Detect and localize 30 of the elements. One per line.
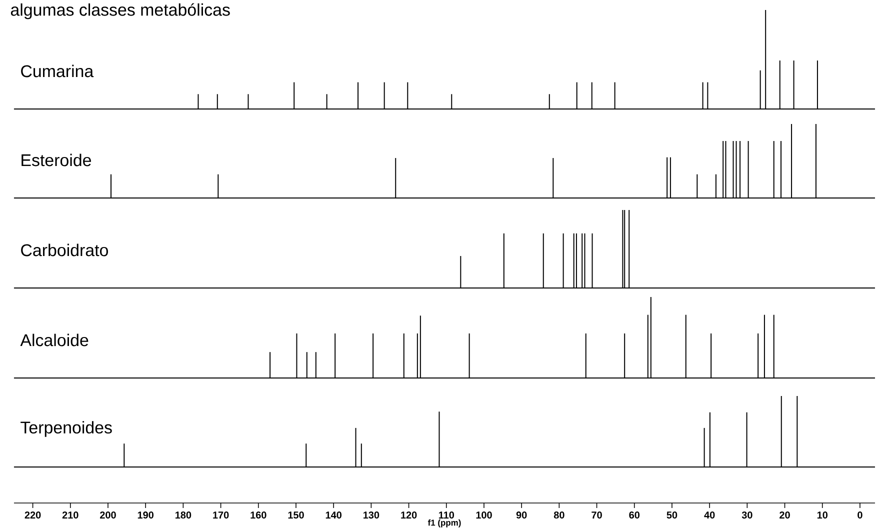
x-tick-label: 30 <box>742 512 752 519</box>
x-tick-label: 80 <box>554 512 564 519</box>
x-tick-label: 160 <box>250 512 266 519</box>
x-tick-label: 150 <box>288 512 304 519</box>
x-tick-label: 110 <box>438 512 454 519</box>
x-tick-label: 140 <box>326 512 342 519</box>
x-tick-label: 20 <box>780 512 790 519</box>
chart-title: algumas classes metabólicas <box>10 3 230 20</box>
x-tick-label: 210 <box>62 512 78 519</box>
x-tick-label: 70 <box>592 512 602 519</box>
x-tick-label: 200 <box>100 512 116 519</box>
x-tick-label: 90 <box>516 512 527 519</box>
x-tick-label: 220 <box>24 512 41 519</box>
series-label: Esteroide <box>22 154 92 166</box>
series-label: Terpenoides <box>20 421 112 437</box>
text: Cumarina <box>21 64 94 78</box>
x-tick-label: 60 <box>629 512 640 519</box>
x-tick-label: 0 <box>858 512 862 519</box>
x-tick-label: 170 <box>213 512 229 519</box>
x-tick-label: 180 <box>175 512 192 519</box>
x-tick-label: 50 <box>666 512 678 519</box>
x-tick-label: 40 <box>704 512 715 519</box>
x-tick-label: 10 <box>817 512 828 519</box>
text: Alcaloide <box>20 334 88 346</box>
x-tick-label: 190 <box>138 512 154 519</box>
x-tick-label: 100 <box>476 512 492 519</box>
text: Carboidrato <box>21 244 108 256</box>
x-tick-label: 120 <box>401 512 417 519</box>
x-axis-title: f1 (ppm) <box>428 519 461 528</box>
x-tick-label: 130 <box>363 512 380 519</box>
